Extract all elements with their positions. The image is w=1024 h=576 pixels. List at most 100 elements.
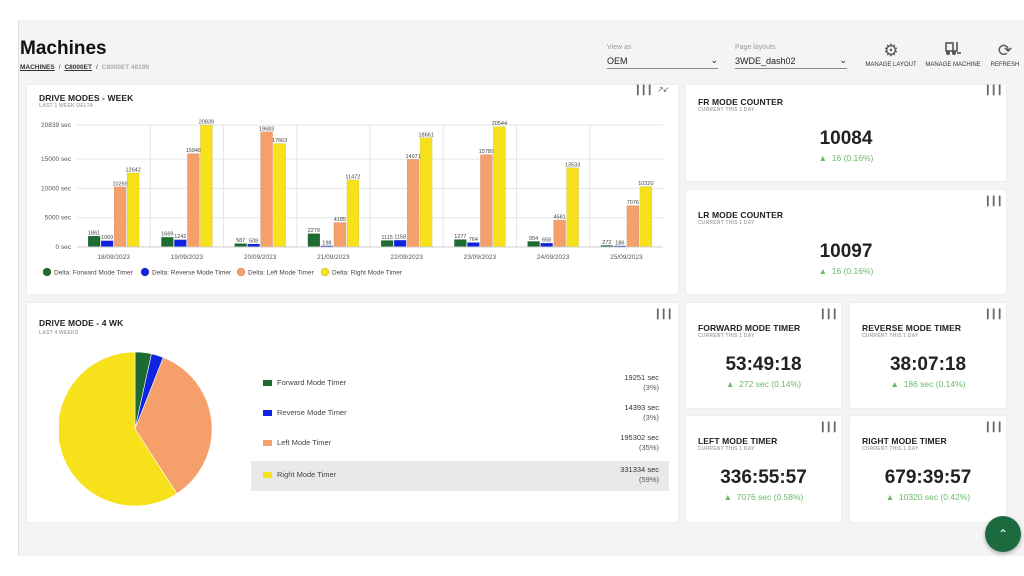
bar <box>393 239 407 248</box>
bar <box>234 243 247 248</box>
page-layouts-value: 3WDE_dash02 <box>735 56 796 66</box>
card-title: DRIVE MODE - 4 WK <box>39 318 124 328</box>
bar-chart: 20839 sec 15000 sec 10000 sec 5000 sec 0 sec… <box>41 120 663 277</box>
data-label: 198 <box>322 240 331 246</box>
lr-mode-counter-card: LR MODE COUNTER CURRENT THIS 1 DAY ▎▎▎ 1… <box>686 190 1006 294</box>
chart-icon[interactable]: ▎▎▎ <box>637 85 656 95</box>
reverse-swatch <box>263 410 272 416</box>
x-tick-label: 18/09/2023 <box>97 254 130 261</box>
bar <box>333 222 347 248</box>
breadcrumb-machines[interactable]: MACHINES <box>20 64 55 71</box>
data-label: 1242 <box>174 234 186 240</box>
page-layouts-select[interactable]: Page layouts 3WDE_dash02 ⌄ <box>735 44 847 69</box>
page-title: Machines <box>20 38 107 59</box>
bar <box>346 179 360 248</box>
view-as-label: View as <box>607 44 632 51</box>
bar <box>161 236 174 248</box>
card-subtitle: CURRENT THIS 1 DAY <box>698 446 755 452</box>
arrow-up-icon: ▲ <box>890 379 899 389</box>
card-subtitle: LAST 1 WEEK DELTA <box>39 103 94 109</box>
legend-value: 14393 sec <box>624 403 659 412</box>
data-label: 18661 <box>418 132 433 138</box>
data-label: 17663 <box>272 138 287 144</box>
x-tick-label: 19/09/2023 <box>171 254 204 261</box>
chart-icon[interactable]: ▎▎▎ <box>987 196 1006 206</box>
data-label: 14971 <box>405 154 420 160</box>
manage-machine-label: MANAGE MACHINE <box>925 62 981 68</box>
manage-machine-button[interactable]: MANAGE MACHINE <box>922 40 984 68</box>
data-label: 1115 <box>381 235 392 241</box>
legend-value: 19251 sec <box>624 373 659 382</box>
arrow-up-icon: ▲ <box>723 492 733 502</box>
bar <box>467 242 480 248</box>
chart-icon[interactable]: ▎▎▎ <box>987 85 1006 95</box>
data-label: 508 <box>249 239 258 245</box>
legend-name: Forward Mode Timer <box>277 378 347 387</box>
data-label: 12642 <box>125 167 140 173</box>
bar <box>260 131 273 248</box>
pie-legend-row[interactable]: Right Mode Timer 331334 sec (59%) <box>251 461 669 491</box>
scroll-top-button[interactable]: ⌃ <box>985 516 1021 552</box>
bar <box>639 186 653 248</box>
bar <box>553 219 566 248</box>
y-tick-label: 20839 sec <box>41 122 72 129</box>
x-tick-label: 24/09/2023 <box>537 254 570 261</box>
data-label: 272 <box>602 240 611 246</box>
expand-icon[interactable]: ↗↙ <box>657 85 669 94</box>
manage-layout-button[interactable]: ⚙ MANAGE LAYOUT <box>862 40 920 68</box>
chevron-down-icon: ⌄ <box>710 55 718 65</box>
chart-icon[interactable]: ▎▎▎ <box>657 309 676 319</box>
data-label: 658 <box>542 238 551 244</box>
data-label: 15948 <box>186 148 201 154</box>
pie-slice <box>59 351 178 507</box>
chevron-down-icon: ⌄ <box>839 55 847 65</box>
y-tick-label: 5000 sec <box>45 215 72 222</box>
bar <box>480 154 493 248</box>
bar <box>87 235 101 248</box>
forward-mode-timer-card: FORWARD MODE TIMER CURRENT THIS 1 DAY ▎▎… <box>686 303 841 408</box>
counter-delta: ▲ 16 (0.16%) <box>686 266 1006 276</box>
view-as-select[interactable]: View as OEM ⌄ <box>607 44 718 69</box>
manage-layout-label: MANAGE LAYOUT <box>865 62 917 68</box>
legend-name: Right Mode Timer <box>277 470 337 479</box>
view-as-value: OEM <box>607 56 628 66</box>
bar <box>406 159 420 248</box>
pie-legend-row[interactable]: Forward Mode Timer 19251 sec (3%) <box>251 369 669 399</box>
chart-icon[interactable]: ▎▎▎ <box>822 309 841 319</box>
legend-name: Left Mode Timer <box>277 438 332 447</box>
breadcrumb-model[interactable]: C8000ET <box>64 64 92 71</box>
bar <box>454 239 467 248</box>
data-label: 764 <box>469 237 478 243</box>
bar <box>566 167 579 248</box>
bar <box>200 124 213 248</box>
pie-legend-row[interactable]: Reverse Mode Timer 14393 sec (3%) <box>251 399 669 429</box>
bar <box>187 153 200 248</box>
card-subtitle: CURRENT THIS 1 DAY <box>862 446 919 452</box>
refresh-button[interactable]: ⟳ REFRESH <box>988 40 1022 68</box>
arrow-up-icon: ▲ <box>818 153 828 163</box>
counter-delta: ▲ 7076 sec (0.58%) <box>686 492 841 502</box>
counter-value: 679:39:57 <box>884 467 972 488</box>
pie-legend-row[interactable]: Left Mode Timer 195302 sec (35%) <box>251 429 669 459</box>
card-subtitle: CURRENT THIS 1 DAY <box>698 333 755 339</box>
counter-value: 10084 <box>819 128 873 149</box>
legend-marker <box>236 267 246 277</box>
data-label: 11472 <box>345 174 360 180</box>
chart-icon[interactable]: ▎▎▎ <box>987 422 1006 432</box>
data-label: 954 <box>529 236 538 242</box>
legend-value: 195302 sec <box>620 433 659 442</box>
counter-value: 53:49:18 <box>725 354 802 375</box>
fr-mode-counter-card: FR MODE COUNTER CURRENT THIS 1 DAY ▎▎▎ 1… <box>686 85 1006 181</box>
forklift-icon <box>922 40 984 62</box>
legend-percent: (35%) <box>638 443 659 452</box>
chart-icon[interactable]: ▎▎▎ <box>822 422 841 432</box>
legend-label: Delta: Forward Mode Timer <box>54 270 134 277</box>
refresh-icon: ⟳ <box>997 41 1013 60</box>
delta-text: 16 (0.16%) <box>831 153 874 163</box>
chart-icon[interactable]: ▎▎▎ <box>987 309 1006 319</box>
counter-delta: ▲ 10320 sec (0.42%) <box>850 492 1006 502</box>
page-layouts-label: Page layouts <box>735 44 776 51</box>
y-tick-label: 0 sec <box>55 244 71 251</box>
counter-delta: ▲ 272 sec (0.14%) <box>686 379 841 389</box>
delta-text: 186 sec (0.14%) <box>903 379 966 389</box>
